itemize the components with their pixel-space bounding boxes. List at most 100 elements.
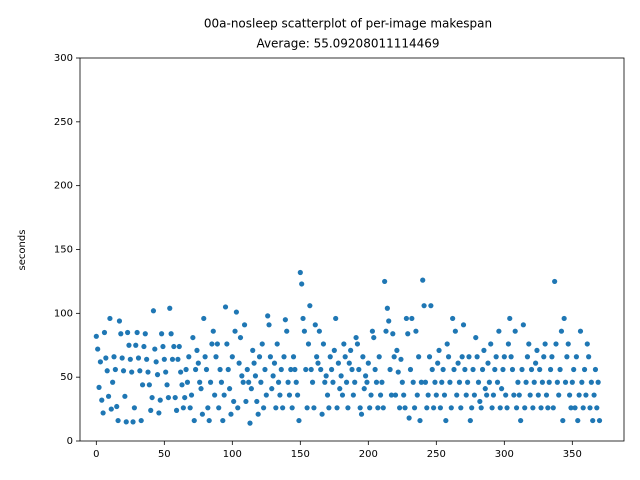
point (588, 379, 594, 385)
point (168, 331, 174, 337)
point (93, 333, 99, 339)
point (184, 379, 191, 385)
point (391, 354, 397, 360)
point (596, 417, 603, 424)
point (458, 405, 464, 411)
point (273, 405, 279, 411)
point (561, 315, 567, 322)
point (428, 303, 434, 309)
point (258, 379, 264, 385)
point (218, 379, 225, 385)
point (309, 379, 316, 385)
point (331, 347, 337, 353)
point (153, 359, 159, 365)
point (439, 379, 445, 385)
point (386, 318, 392, 324)
point (312, 322, 318, 328)
point (584, 341, 590, 347)
point (481, 347, 487, 353)
point (324, 392, 331, 398)
point (135, 355, 142, 361)
point (224, 341, 230, 347)
point (145, 369, 151, 375)
y-tick-label: 50 (60, 372, 73, 383)
point (263, 392, 269, 398)
point (470, 366, 476, 373)
point (520, 322, 526, 328)
point (213, 354, 219, 360)
point (271, 360, 278, 366)
point (486, 379, 492, 385)
point (350, 392, 356, 398)
point (580, 405, 586, 411)
point (243, 398, 249, 405)
point (281, 354, 287, 360)
point (288, 366, 294, 373)
point (488, 341, 494, 347)
point (235, 405, 241, 411)
point (432, 379, 438, 385)
point (387, 366, 393, 373)
point (499, 386, 505, 392)
point (547, 366, 554, 373)
point (384, 305, 390, 311)
point (533, 360, 539, 366)
point (278, 366, 284, 373)
point (123, 419, 129, 425)
point (524, 354, 531, 360)
x-tick-label: 50 (158, 449, 171, 460)
point (157, 397, 163, 403)
point (193, 366, 199, 373)
point (361, 386, 367, 392)
point (301, 328, 307, 334)
point (353, 334, 359, 341)
point (337, 386, 343, 392)
chart-title: 00a-nosleep scatterplot of per-image mak… (204, 17, 492, 31)
point (477, 398, 483, 405)
point (501, 354, 507, 360)
point (523, 379, 529, 385)
point (202, 354, 208, 360)
point (149, 394, 155, 401)
point (435, 360, 441, 366)
point (573, 354, 580, 360)
point (360, 354, 366, 360)
point (96, 384, 102, 390)
point (478, 405, 484, 411)
point (554, 379, 560, 385)
point (368, 392, 374, 398)
point (352, 379, 358, 385)
point (431, 405, 437, 411)
point (595, 379, 601, 385)
point (150, 308, 157, 314)
point (110, 379, 116, 385)
point (259, 341, 265, 347)
point (318, 366, 324, 373)
point (429, 366, 435, 373)
point (515, 379, 521, 385)
point (401, 392, 407, 398)
point (126, 342, 132, 348)
point (338, 373, 344, 379)
point (167, 305, 173, 311)
point (399, 379, 405, 385)
point (463, 392, 469, 398)
point (591, 392, 597, 398)
point (307, 303, 313, 309)
point (493, 354, 499, 360)
point (299, 281, 305, 287)
point (220, 417, 226, 424)
point (471, 392, 477, 398)
x-tick-label: 200 (359, 449, 378, 460)
point (315, 360, 321, 366)
point (564, 354, 570, 360)
point (466, 354, 472, 360)
point (232, 328, 238, 334)
point (497, 405, 503, 411)
point (195, 360, 201, 366)
point (594, 405, 600, 411)
point (542, 341, 548, 347)
point (418, 379, 424, 385)
point (541, 354, 547, 360)
point (556, 392, 562, 398)
